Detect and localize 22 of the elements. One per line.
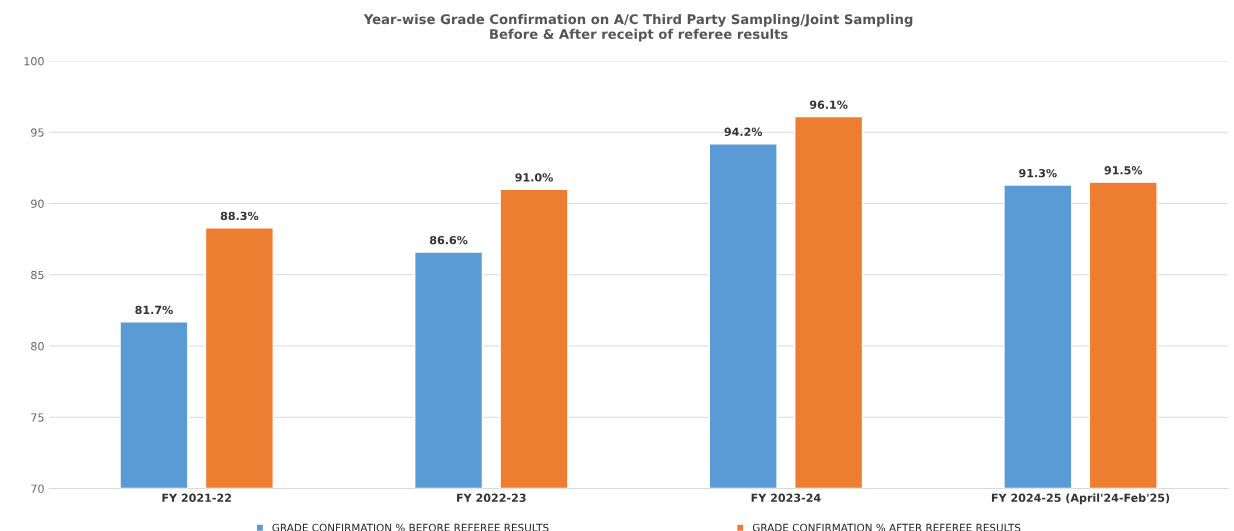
data-label: 96.1% <box>809 100 848 109</box>
data-label: 91.3% <box>1019 168 1057 178</box>
y-tick-label: 100 <box>24 57 44 66</box>
y-tick-label: 70 <box>31 484 44 493</box>
y-tick-label: 85 <box>31 270 44 280</box>
y-tick-label: 90 <box>31 199 44 208</box>
x-tick-label: FY 2022-23 <box>457 493 526 502</box>
x-tick-label: FY 2023-24 <box>751 493 821 502</box>
data-label: 91.0% <box>515 173 553 182</box>
data-label: 81.7% <box>135 305 173 315</box>
y-tick-label: 95 <box>31 128 44 137</box>
legend-label: GRADE CONFIRMATION % AFTER REFEREE RESULTS <box>752 523 1021 531</box>
chart-title: Year-wise Grade Confirmation on A/C Third Party Sampling/Joint Sampling Before & After receipt of referee results <box>363 13 913 42</box>
x-tick-label: FY 2024-25 (April'24-Feb'25) <box>991 493 1170 505</box>
data-label: 91.5% <box>1104 166 1143 175</box>
data-label: 88.3% <box>220 211 259 221</box>
y-tick-label: 75 <box>31 413 44 422</box>
legend-label: GRADE CONFIRMATION % BEFORE REFEREE RESULTS <box>272 523 549 531</box>
y-tick-label: 80 <box>31 342 44 351</box>
data-label: 86.6% <box>429 235 468 245</box>
x-tick-label: FY 2021-22 <box>162 493 231 502</box>
data-label: 94.2% <box>724 127 763 136</box>
